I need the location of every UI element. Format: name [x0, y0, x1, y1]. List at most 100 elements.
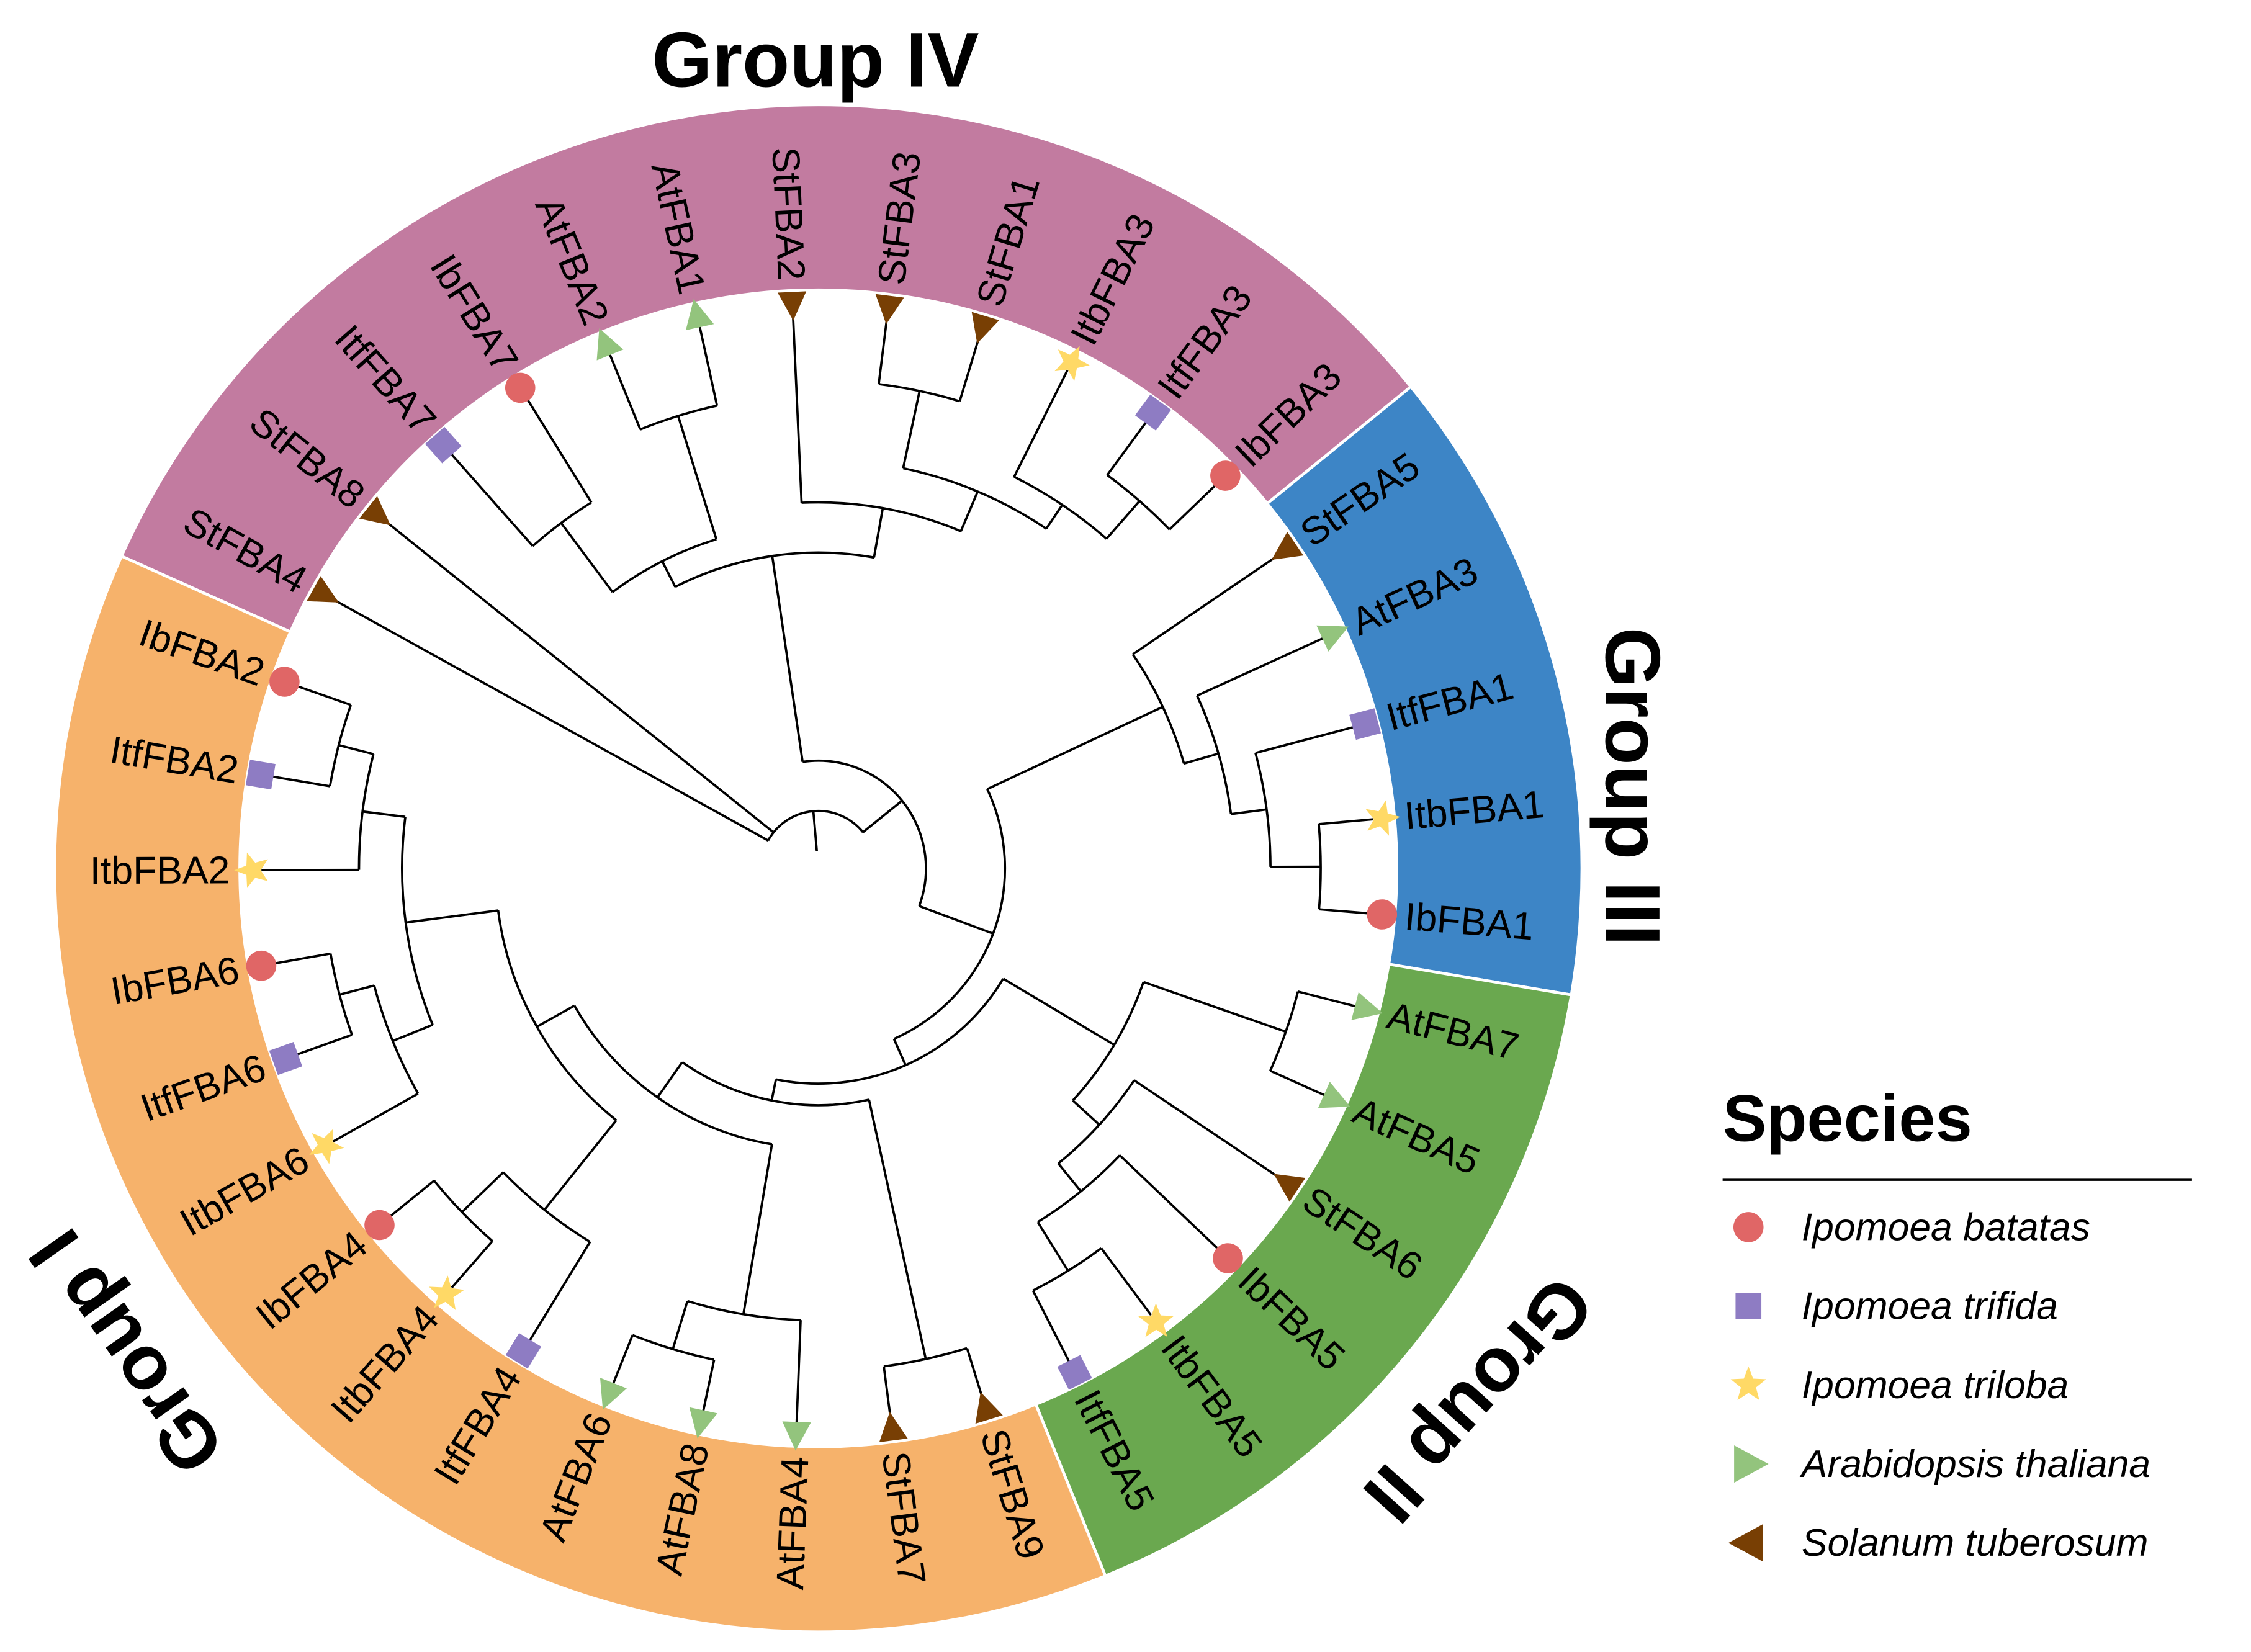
legend-label-triloba: Ipomoea triloba — [1802, 1363, 2069, 1407]
branch-line — [461, 1171, 505, 1213]
square-icon — [245, 760, 276, 790]
circle-icon — [269, 667, 300, 697]
group-label-iv: Group IV — [652, 17, 979, 104]
triangle-inward-icon — [777, 291, 807, 321]
branch-line — [1119, 1154, 1223, 1254]
leaf-marker-tuberosum — [971, 312, 1000, 344]
leaf-marker-tuberosum — [1271, 531, 1304, 560]
triangle-inward-icon — [1271, 531, 1304, 560]
leaf-marker-thaliana — [689, 1407, 717, 1439]
branch-arc — [775, 978, 1005, 1085]
leaf-marker-thaliana — [686, 299, 714, 331]
branch-line — [791, 312, 803, 503]
branch-line — [405, 909, 498, 924]
branch-line — [293, 1033, 353, 1057]
branch-line — [883, 1366, 892, 1421]
star-icon — [234, 852, 268, 888]
branch-line — [362, 810, 406, 819]
triangle-inward-icon — [875, 294, 904, 325]
branch-line — [292, 683, 351, 706]
branch-arc — [675, 551, 874, 588]
circle-icon — [1733, 1212, 1764, 1242]
branch-arc — [611, 538, 717, 593]
branch-line — [383, 519, 775, 833]
legend-marker-triloba — [1730, 1366, 1766, 1401]
leaf-marker-batatas — [1367, 899, 1398, 930]
triangle-outward-icon — [1351, 992, 1383, 1020]
branch-line — [1132, 554, 1280, 655]
circle-icon — [1367, 899, 1398, 930]
branch-line — [1045, 504, 1064, 529]
branch-line — [966, 1347, 984, 1401]
branch-line — [1106, 418, 1149, 476]
star-icon — [429, 1275, 465, 1311]
branch-line — [527, 1241, 591, 1344]
branch-line — [1100, 1247, 1152, 1316]
leaf-marker-trifida — [269, 1042, 302, 1075]
leaf-marker-batatas — [364, 1210, 395, 1241]
leaf-marker-trifida — [1134, 394, 1172, 431]
group-sector-3 — [1033, 963, 1573, 1578]
leaf-marker-tuberosum — [975, 1392, 1003, 1424]
leaf-marker-thaliana — [1318, 1082, 1350, 1108]
legend-label-thaliana: Arabidopsis thaliana — [1799, 1442, 2150, 1486]
branch-line — [1169, 480, 1220, 531]
leaf-marker-triloba — [234, 852, 268, 888]
branch-line — [1057, 1162, 1082, 1192]
leaf-marker-trifida — [1349, 708, 1382, 740]
triangle-outward-icon — [600, 1378, 627, 1410]
triangle-inward-icon — [1274, 1174, 1306, 1202]
leaf-marker-batatas — [246, 950, 277, 981]
leaf-label: ItbFBA2 — [90, 848, 230, 892]
branch-line — [1036, 1221, 1069, 1272]
branch-line — [1297, 990, 1359, 1008]
legend-marker-thaliana — [1734, 1445, 1769, 1483]
branch-line — [770, 1079, 778, 1101]
branch-line — [385, 1180, 435, 1221]
branch-line — [661, 560, 676, 588]
square-icon — [425, 426, 462, 464]
circle-icon — [505, 372, 536, 403]
group-sector-4 — [53, 554, 1108, 1633]
leaf-label: StFBA2 — [763, 146, 813, 281]
leaf-marker-triloba — [429, 1275, 465, 1311]
leaf-marker-tuberosum — [777, 291, 807, 321]
branch-line — [269, 952, 331, 966]
branch-arc — [1037, 1154, 1121, 1223]
leaf-marker-triloba — [1138, 1303, 1174, 1337]
branch-line — [608, 351, 642, 430]
leaf-marker-triloba — [309, 1128, 344, 1164]
branch-line — [1255, 725, 1357, 755]
leaf-marker-trifida — [245, 760, 276, 790]
branch-line — [1031, 1290, 1072, 1365]
leaf-marker-thaliana — [1316, 625, 1349, 652]
leaf-label: IbFBA1 — [1403, 895, 1535, 949]
leaf-label: AtFBA4 — [768, 1455, 817, 1591]
branch-line — [1318, 818, 1373, 825]
leaf-marker-thaliana — [1351, 992, 1383, 1020]
leaf-marker-tuberosum — [1274, 1174, 1306, 1202]
branch-line — [672, 1300, 689, 1350]
triangle-outward-icon — [596, 328, 624, 361]
branch-line — [392, 1023, 433, 1043]
group-ring — [53, 103, 1584, 1633]
square-icon — [1349, 708, 1382, 740]
legend-marker-tuberosum — [1728, 1524, 1763, 1562]
branch-line — [868, 1099, 927, 1360]
branch-line — [1197, 636, 1326, 697]
square-icon — [505, 1333, 541, 1369]
group-label-iii: Group III — [1589, 627, 1675, 946]
triangle-inward-icon — [879, 1412, 908, 1443]
leaf-marker-tuberosum — [875, 294, 904, 325]
leaf-marker-tuberosum — [307, 576, 339, 603]
legend-marker-batatas — [1733, 1212, 1764, 1242]
leaf-marker-trifida — [425, 426, 462, 464]
branch-line — [987, 706, 1164, 791]
branch-line — [611, 1334, 634, 1386]
square-icon — [269, 1042, 302, 1075]
branch-line — [1184, 752, 1219, 765]
branch-line — [919, 905, 994, 935]
branch-line — [523, 394, 593, 503]
triangle-inward-icon — [307, 576, 339, 603]
